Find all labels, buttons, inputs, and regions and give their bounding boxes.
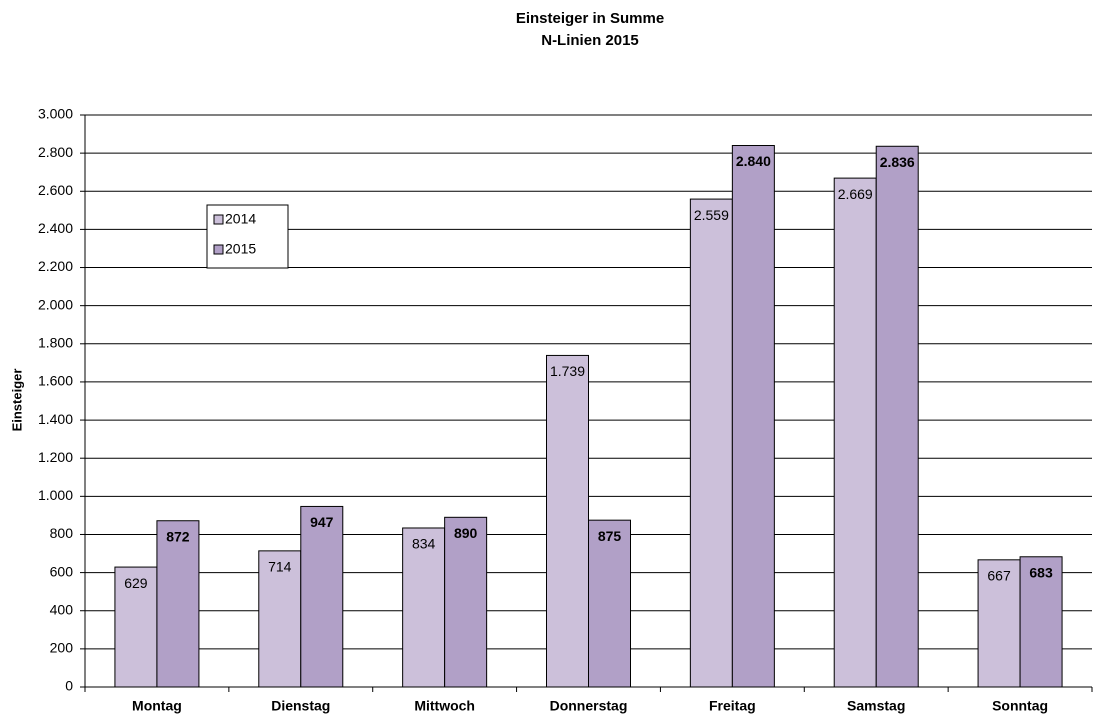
y-tick-label: 400	[50, 601, 74, 617]
bar	[588, 519, 631, 688]
legend-swatch	[213, 244, 224, 255]
x-tick-label: Mittwoch	[414, 698, 475, 714]
data-label: 683	[1029, 564, 1053, 580]
data-label: 2.669	[838, 186, 873, 202]
data-label: 947	[310, 514, 334, 530]
bar	[977, 559, 1021, 688]
data-label: 2.836	[880, 154, 915, 170]
data-label: 2.840	[736, 153, 771, 169]
bar	[300, 505, 344, 688]
data-label: 714	[268, 559, 292, 575]
bar	[731, 145, 775, 688]
x-tick-label: Dienstag	[271, 698, 330, 714]
bar	[1019, 556, 1063, 688]
bar	[258, 550, 302, 688]
y-axis-title: Einsteiger	[9, 369, 24, 432]
x-tick-label: Donnerstag	[550, 698, 628, 714]
bar	[444, 516, 488, 688]
y-tick-label: 1.000	[38, 487, 73, 503]
y-tick-label: 0	[65, 678, 73, 694]
y-tick-label: 2.600	[38, 182, 73, 198]
x-tick-label: Freitag	[709, 698, 756, 714]
bar	[833, 177, 877, 688]
y-tick-label: 2.800	[38, 144, 73, 160]
data-label: 629	[124, 575, 148, 591]
data-label: 667	[987, 568, 1011, 584]
bar	[689, 198, 733, 688]
legend-label: 2014	[225, 211, 256, 227]
legend-swatch	[213, 214, 224, 225]
bar	[402, 527, 446, 688]
y-tick-label: 2.000	[38, 296, 73, 312]
y-tick-label: 1.800	[38, 335, 73, 351]
chart-subtitle: N-Linien 2015	[541, 32, 639, 49]
bar	[156, 520, 200, 688]
y-tick-label: 2.400	[38, 220, 73, 236]
legend-label: 2015	[225, 241, 256, 257]
data-label: 2.559	[694, 207, 729, 223]
y-tick-label: 1.400	[38, 411, 73, 427]
data-label: 872	[166, 528, 190, 544]
bar	[875, 145, 919, 688]
bar	[546, 354, 589, 688]
y-tick-label: 1.200	[38, 449, 73, 465]
data-label: 1.739	[550, 363, 585, 379]
x-tick-label: Samstag	[847, 698, 905, 714]
y-tick-label: 2.200	[38, 258, 73, 274]
x-tick-label: Sonntag	[992, 698, 1048, 714]
y-tick-label: 800	[50, 525, 74, 541]
y-tick-label: 600	[50, 563, 74, 579]
data-label: 834	[412, 536, 436, 552]
y-tick-label: 3.000	[38, 106, 73, 122]
x-tick-label: Montag	[132, 698, 182, 714]
y-tick-label: 1.600	[38, 373, 73, 389]
data-label: 875	[598, 528, 622, 544]
chart-title: Einsteiger in Summe	[516, 10, 664, 27]
y-tick-label: 200	[50, 640, 74, 656]
data-label: 890	[454, 525, 478, 541]
bar	[114, 566, 158, 688]
